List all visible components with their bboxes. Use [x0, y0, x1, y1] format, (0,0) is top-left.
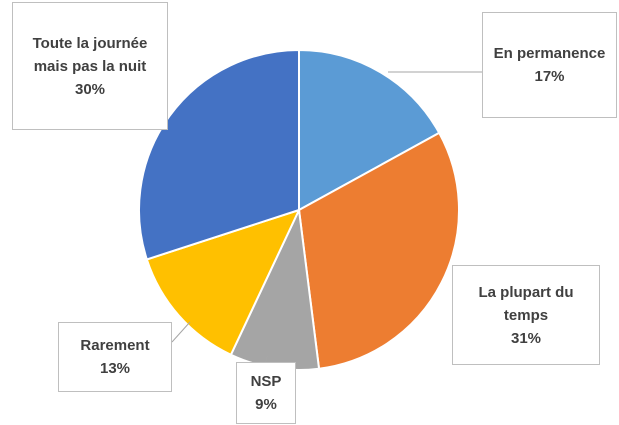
category-label: La plupart du temps — [478, 283, 574, 324]
leader-lines — [171, 71, 482, 363]
pie-slice — [297, 131, 460, 370]
category-label: En permanence — [493, 45, 606, 62]
slices — [138, 48, 460, 371]
data-label: En permanence 17% — [482, 12, 617, 118]
category-label: Rarement — [80, 337, 150, 354]
data-label: Toute la journée mais pas la nuit 30% — [12, 2, 168, 130]
value-label: 30% — [74, 80, 106, 98]
leader-line — [171, 321, 191, 343]
category-label: Toute la journée mais pas la nuit — [32, 34, 148, 75]
leader-line — [265, 355, 268, 363]
category-label: NSP — [250, 373, 282, 390]
value-label: 17% — [534, 68, 565, 85]
value-label: 13% — [99, 360, 131, 377]
value-label: 9% — [255, 396, 277, 413]
pie-slice — [298, 48, 441, 212]
pie-slice — [145, 208, 301, 357]
data-label: La plupart du temps 31% — [452, 265, 600, 365]
data-label: Rarement 13% — [58, 322, 172, 392]
pie-slice — [138, 48, 300, 261]
data-label: NSP 9% — [236, 362, 296, 424]
value-label: 31% — [510, 329, 542, 347]
